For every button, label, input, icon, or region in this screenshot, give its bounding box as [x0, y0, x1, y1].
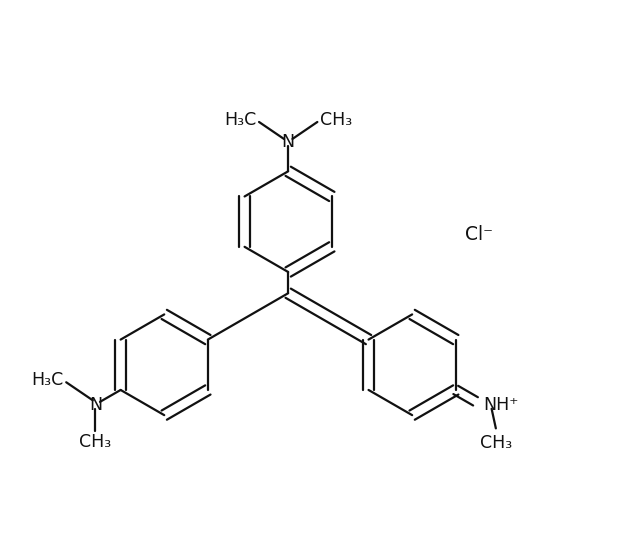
Text: N: N	[282, 133, 295, 151]
Text: H₃C: H₃C	[224, 111, 257, 129]
Text: NH⁺: NH⁺	[484, 395, 519, 413]
Text: CH₃: CH₃	[480, 434, 512, 452]
Text: CH₃: CH₃	[79, 433, 111, 451]
Text: H₃C: H₃C	[31, 371, 63, 389]
Text: Cl⁻: Cl⁻	[465, 225, 493, 244]
Text: N: N	[89, 395, 102, 413]
Text: CH₃: CH₃	[320, 111, 352, 129]
